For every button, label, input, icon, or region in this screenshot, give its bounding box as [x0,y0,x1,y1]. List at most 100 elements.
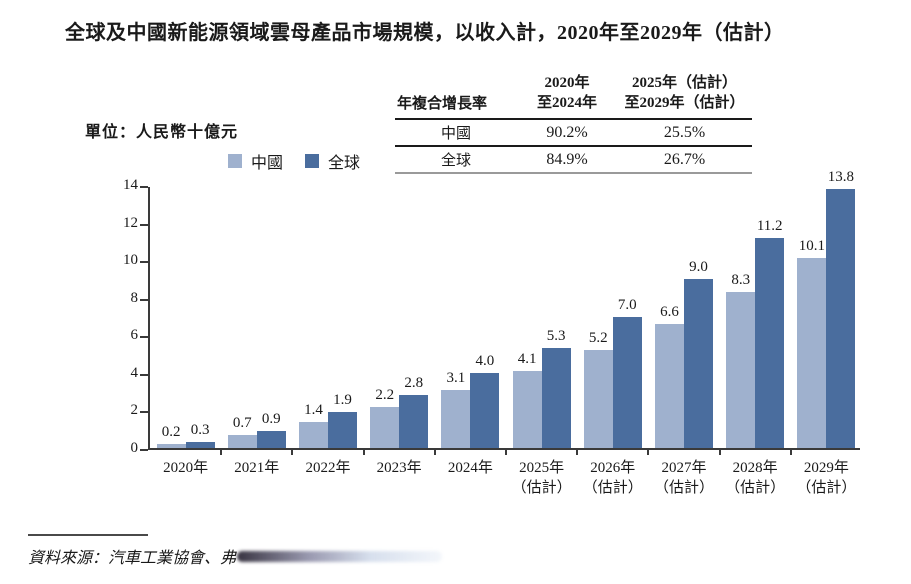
bar-value-label: 1.9 [333,392,352,409]
bar-全球-8 [684,278,713,448]
bar-中國-9 [726,292,756,448]
bar-value-label: 5.3 [546,328,566,345]
x-axis-label: 2025年 （估計） [511,460,572,497]
cagr-period1-header: 2020年 至2024年 [536,74,597,111]
bar-全球-1 [185,442,215,448]
cagr-metric-header: 年複合增長率 [397,95,488,112]
footnote-divider [28,534,148,536]
page-title: 全球及中國新能源領域雲母產品市場規模，以收入計，2020年至2029年（估計） [65,22,785,44]
cagr-row-china-period1: 90.2% [546,123,588,141]
x-axis-label: 2024年 [447,460,493,476]
legend-item-china: 中國 [228,149,283,173]
bar-value-label: 10.1 [798,238,826,255]
x-axis-label: 2020年 [163,460,209,476]
bar-全球-10 [826,188,856,448]
bar-中國-4 [370,406,400,448]
bar-value-label: 4.0 [475,352,495,369]
bar-value-label: 1.4 [304,401,323,418]
x-axis-label: 2026年 （估計） [582,460,643,497]
bar-value-label: 13.8 [827,168,855,185]
bar-中國-8 [655,324,684,448]
y-axis-tick [140,223,148,226]
cagr-table: 年複合增長率 2020年 至2024年 2025年（估計） 至2029年（估計）… [395,66,752,174]
bar-全球-9 [755,237,785,448]
bar-中國-6 [512,370,542,448]
legend-label-global: 全球 [328,155,361,172]
x-axis-label: 2023年 [376,460,422,476]
x-axis-label: 2027年 （估計） [653,460,714,497]
bar-value-label: 0.2 [161,424,181,441]
bar-value-label: 4.1 [517,350,537,367]
legend-item-global: 全球 [305,149,360,173]
y-axis-tick [140,186,148,188]
x-axis-label: 2029年 （估計） [796,460,857,497]
chart-legend: 中國 全球 [228,149,360,173]
y-axis-tick-label: 14 [123,177,138,193]
y-axis-tick [140,298,148,301]
cagr-row-china: 中國 90.2% 25.5% [395,120,752,147]
x-axis-label: 2021年 [234,460,280,476]
bar-中國-3 [299,421,328,448]
x-axis-tick [647,450,650,455]
bar-全球-4 [399,395,429,448]
bar-中國-1 [156,444,186,448]
x-axis-tick [576,450,579,455]
bar-chart-plot-area: 0 2 4 6 8 10 12 14 0.2 0.3 2020年 0.7 0.9 2021年 1.4 1.9 2… [123,169,860,496]
source-label: 資料來源：汽車工業協會、弗 [28,550,237,567]
y-axis-tick-label: 8 [130,289,139,306]
bar-value-label: 0.3 [190,422,210,439]
y-axis-tick-label: 4 [130,364,139,381]
bar-value-label: 6.6 [660,304,679,321]
bar-中國-2 [227,434,257,448]
unit-label: 單位：人民幣十億元 [85,124,239,141]
cagr-row-global-period1: 84.9% [546,150,588,168]
cagr-row-china-period2: 25.5% [663,123,706,141]
x-axis-tick [291,450,294,455]
y-axis-tick-label: 6 [130,327,139,344]
y-axis-tick-label: 10 [123,252,138,269]
y-axis-tick-label: 0 [130,440,139,456]
bar-全球-3 [328,412,357,448]
bar-全球-7 [612,316,642,448]
source-note: 資料來源：汽車工業協會、弗 [28,544,443,568]
x-axis-tick [718,450,721,455]
bar-中國-7 [583,350,613,448]
x-axis-tick [433,450,436,455]
china-series-swatch [228,154,242,168]
bar-全球-5 [470,372,500,448]
x-axis-tick [220,450,223,455]
y-axis-tick [140,449,148,451]
y-axis-tick-label: 2 [130,402,139,419]
x-axis-tick [505,450,507,455]
y-axis-tick [140,261,148,264]
x-axis-tick [789,450,792,455]
cagr-row-global: 全球 84.9% 26.7% [395,147,752,174]
y-axis-tick [140,336,148,339]
bar-value-label: 3.1 [446,369,466,386]
cagr-period2-header: 2025年（估計） 至2029年（估計） [624,74,745,111]
x-axis-label: 2028年 （估計） [725,460,786,497]
redacted-text-blur [237,550,443,562]
bar-value-label: 5.2 [588,330,608,347]
bar-value-label: 0.7 [232,414,252,431]
y-axis-tick [140,411,148,414]
bar-value-label: 2.8 [404,375,424,392]
bar-中國-5 [441,389,471,448]
cagr-row-global-label: 全球 [440,152,471,169]
bar-value-label: 9.0 [689,258,708,275]
x-axis-tick [362,450,365,455]
bar-中國-10 [797,258,827,448]
legend-label-china: 中國 [251,155,284,172]
bar-全球-6 [541,348,571,448]
bar-value-label: 7.0 [617,296,637,313]
bar-全球-2 [256,431,286,448]
global-series-swatch [305,154,320,168]
cagr-table-header: 年複合增長率 2020年 至2024年 2025年（估計） 至2029年（估計） [395,66,752,120]
y-axis-tick [140,373,148,376]
cagr-row-china-label: 中國 [440,125,471,142]
bar-value-label: 8.3 [731,272,751,289]
bar-value-label: 0.9 [261,411,281,428]
bar-value-label: 2.2 [375,386,395,403]
x-axis-label: 2022年 [305,460,351,476]
